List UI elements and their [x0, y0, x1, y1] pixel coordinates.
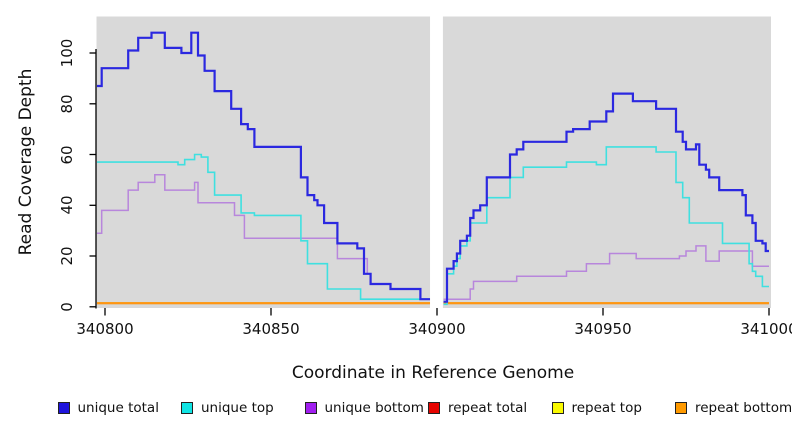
coverage-line-unique-total [443, 92, 769, 303]
coverage-line-unique-total [97, 31, 431, 301]
coverage-line-unique-top [443, 146, 769, 306]
alignment-gap [430, 16, 443, 309]
coverage-line-unique-top [97, 153, 431, 300]
coverage-line-unique-bottom [443, 245, 769, 300]
